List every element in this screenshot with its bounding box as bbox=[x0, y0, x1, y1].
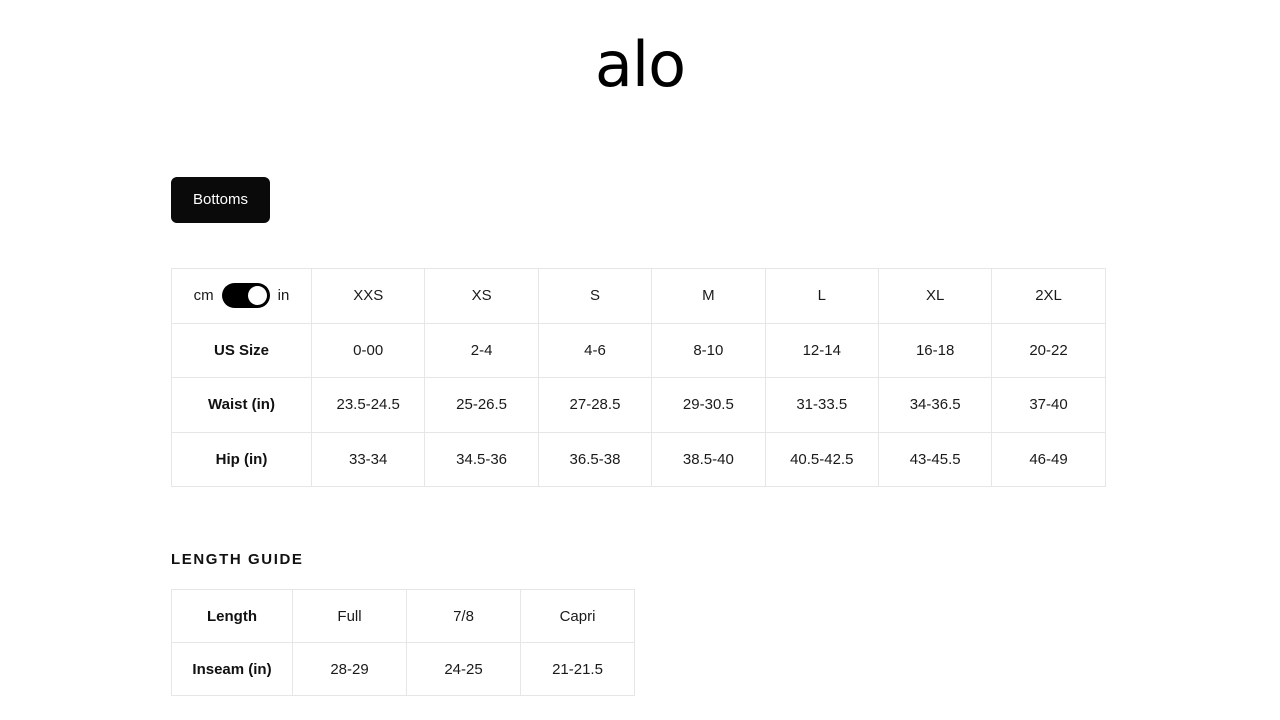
cell-hip-l: 40.5-42.5 bbox=[764, 431, 879, 487]
row-label-hip: Hip (in) bbox=[171, 431, 312, 487]
table-row: Hip (in) 33-34 34.5-36 36.5-38 38.5-40 4… bbox=[171, 431, 1106, 487]
bottoms-size-table: cm in XXS XS S M L XL 2XL US Size 0-00 bbox=[171, 268, 1106, 487]
cell-waist-xl: 34-36.5 bbox=[877, 377, 993, 433]
cell-waist-s: 27-28.5 bbox=[537, 377, 653, 433]
cell-us-size-xxs: 0-00 bbox=[310, 322, 426, 378]
length-guide-heading: LENGTH GUIDE bbox=[171, 551, 304, 568]
unit-label-in: in bbox=[277, 287, 290, 305]
cell-us-size-2xl: 20-22 bbox=[991, 322, 1106, 378]
column-header-xs: XS bbox=[424, 268, 539, 324]
cell-hip-m: 38.5-40 bbox=[651, 431, 766, 487]
unit-label-cm: cm bbox=[193, 287, 214, 305]
column-header-length: Length bbox=[171, 589, 293, 643]
cell-waist-m: 29-30.5 bbox=[651, 377, 766, 433]
column-header-xxs: XXS bbox=[310, 268, 426, 324]
table-row: US Size 0-00 2-4 4-6 8-10 12-14 16-18 20… bbox=[171, 322, 1106, 378]
alo-logo: alo bbox=[594, 28, 686, 101]
category-tab-row: Bottoms bbox=[171, 177, 271, 223]
cell-hip-2xl: 46-49 bbox=[991, 431, 1106, 487]
column-header-xl: XL bbox=[877, 268, 993, 324]
column-header-capri: Capri bbox=[520, 589, 635, 643]
cell-waist-2xl: 37-40 bbox=[991, 377, 1106, 433]
cell-us-size-xl: 16-18 bbox=[877, 322, 993, 378]
cell-hip-xl: 43-45.5 bbox=[877, 431, 993, 487]
cell-us-size-xs: 2-4 bbox=[424, 322, 539, 378]
cell-us-size-s: 4-6 bbox=[537, 322, 653, 378]
cell-waist-xxs: 23.5-24.5 bbox=[310, 377, 426, 433]
table-row: Inseam (in) 28-29 24-25 21-21.5 bbox=[171, 642, 635, 696]
column-header-m: M bbox=[651, 268, 766, 324]
column-header-l: L bbox=[764, 268, 879, 324]
column-header-s: S bbox=[537, 268, 653, 324]
table-header-row: cm in XXS XS S M L XL 2XL bbox=[171, 268, 1106, 324]
row-label-waist: Waist (in) bbox=[171, 377, 312, 433]
cell-inseam-full: 28-29 bbox=[292, 642, 407, 696]
cell-hip-xxs: 33-34 bbox=[310, 431, 426, 487]
table-row: Waist (in) 23.5-24.5 25-26.5 27-28.5 29-… bbox=[171, 377, 1106, 433]
table-header-row: Length Full 7/8 Capri bbox=[171, 589, 635, 643]
cell-waist-l: 31-33.5 bbox=[764, 377, 879, 433]
cell-us-size-m: 8-10 bbox=[651, 322, 766, 378]
cell-waist-xs: 25-26.5 bbox=[424, 377, 539, 433]
toggle-knob-icon bbox=[247, 286, 267, 306]
row-label-us-size: US Size bbox=[171, 322, 312, 378]
cell-hip-xs: 34.5-36 bbox=[424, 431, 539, 487]
column-header-78: 7/8 bbox=[406, 589, 521, 643]
brand-logo-container: alo bbox=[0, 34, 1280, 96]
cell-inseam-capri: 21-21.5 bbox=[520, 642, 635, 696]
unit-toggle-switch[interactable] bbox=[221, 283, 270, 309]
row-label-inseam: Inseam (in) bbox=[171, 642, 293, 696]
tab-bottoms[interactable]: Bottoms bbox=[171, 177, 271, 223]
cell-hip-s: 36.5-38 bbox=[537, 431, 653, 487]
length-guide-table: Length Full 7/8 Capri Inseam (in) 28-29 … bbox=[171, 589, 635, 696]
column-header-2xl: 2XL bbox=[991, 268, 1106, 324]
unit-toggle-cell[interactable]: cm in bbox=[171, 268, 312, 324]
column-header-full: Full bbox=[292, 589, 407, 643]
cell-inseam-78: 24-25 bbox=[406, 642, 521, 696]
cell-us-size-l: 12-14 bbox=[764, 322, 879, 378]
